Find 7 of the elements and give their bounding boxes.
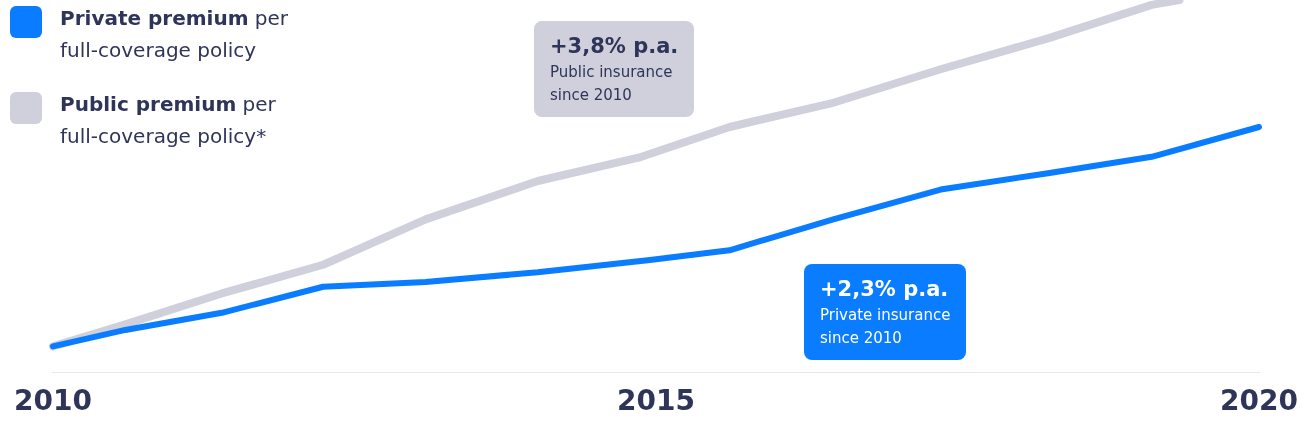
x-tick-label: 2020 <box>1220 384 1298 418</box>
legend-label: Public premium per full-coverage policy* <box>60 91 277 150</box>
annotation: +2,3% p.a. Private insurance since 2010 <box>820 276 951 349</box>
legend-label: Private premium per full-coverage policy <box>60 5 290 64</box>
x-tick-label: 2010 <box>14 384 92 418</box>
x-tick-label: 2015 <box>617 384 695 418</box>
annotation: +3,8% p.a. Public insurance since 2010 <box>550 33 679 106</box>
